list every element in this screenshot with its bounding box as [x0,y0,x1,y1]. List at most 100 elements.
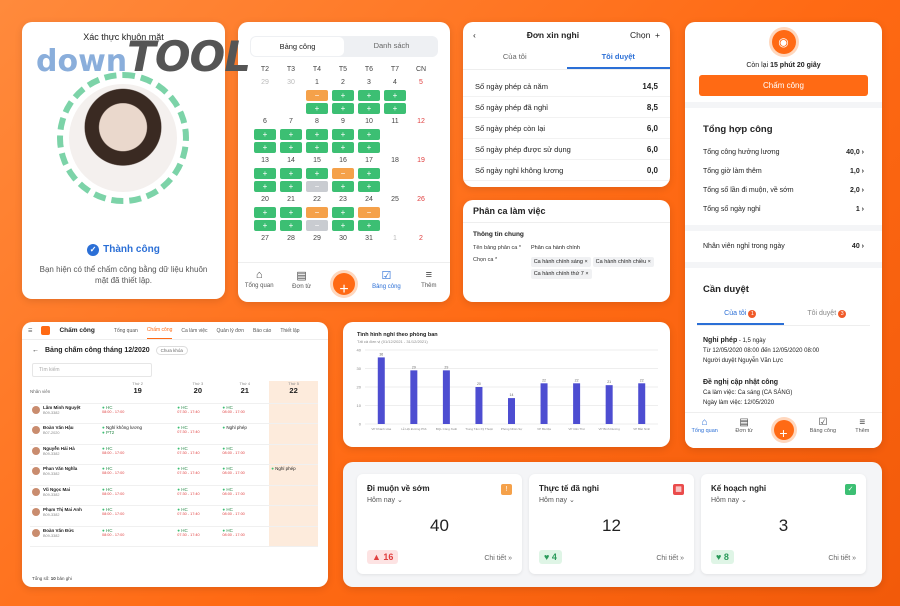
attendance-cell[interactable]: + [358,168,380,179]
menu-item[interactable]: Báo cáo [252,327,272,334]
leave-row[interactable]: Số ngày phép đã nghỉ 8,5 [463,97,670,118]
detail-link[interactable]: Chi tiết » [828,555,856,562]
name-value[interactable]: Phân ca hành chính [531,245,580,251]
kpi-filter[interactable]: Hôm nay ⌄ [539,497,575,504]
bar[interactable] [475,387,483,424]
attendance-cell[interactable]: + [280,142,302,153]
day-number[interactable]: 29 [261,79,269,86]
bar[interactable] [377,357,385,424]
attendance-cell[interactable]: + [384,90,406,101]
attendance-cell[interactable]: + [254,220,276,231]
day-number[interactable]: 12 [417,118,425,125]
kpi-card[interactable]: Kế hoạch nghỉ Hôm nay ⌄ ✓ 3 ♥ 8 Chi tiết » [701,474,866,574]
day-number[interactable]: 5 [419,79,423,86]
shift-select[interactable]: Chọn ca * Ca hành chính sáng × Ca hành ch… [463,254,670,282]
day-number[interactable]: 26 [417,196,425,203]
attendance-cell[interactable]: + [254,142,276,153]
bar[interactable] [573,383,581,424]
bar[interactable] [410,370,418,424]
day-number[interactable]: 9 [341,118,345,125]
shift-chip[interactable]: Ca hành chính chiều × [592,257,654,267]
attendance-cell[interactable]: + [280,207,302,218]
day-number[interactable]: 2 [341,79,345,86]
menu-item[interactable]: Thiết lập [280,327,300,334]
nav-timesheet[interactable]: ☑ Bảng công [803,413,842,448]
approval-item[interactable]: Nghỉ phép - 1,5 ngày Từ 12/05/2020 08:00 … [703,337,820,364]
leave-row[interactable]: Số ngày phép cả năm 14,5 [463,76,670,97]
attendance-cell[interactable]: + [384,103,406,114]
day-number[interactable]: 25 [391,196,399,203]
nav-timesheet[interactable]: ☑ Bảng công [365,263,407,302]
tab-approve[interactable]: Tôi duyệt [566,48,670,69]
search-input[interactable]: Tìm kiếm [32,363,152,377]
attendance-cell[interactable]: + [254,181,276,192]
day-number[interactable]: 15 [313,157,321,164]
nav-more[interactable]: ≡ Thêm [408,263,450,302]
attendance-cell[interactable]: + [254,168,276,179]
kpi-filter[interactable]: Hôm nay ⌄ [711,497,747,504]
day-number[interactable]: 23 [339,196,347,203]
attendance-cell[interactable]: + [358,103,380,114]
detail-link[interactable]: Chi tiết » [656,555,684,562]
attendance-cell[interactable]: − [306,90,328,101]
attendance-cell[interactable]: + [358,90,380,101]
day-number[interactable]: 4 [393,79,397,86]
kpi-card[interactable]: Đi muộn về sớm Hôm nay ⌄! 40 ▲ 16 Chi tiết » [357,474,522,574]
back-icon[interactable]: ‹ [473,30,476,40]
nav-add[interactable]: + [764,413,803,448]
kpi-filter[interactable]: Hôm nay ⌄ [367,497,403,504]
day-number[interactable]: 17 [365,157,373,164]
attendance-cell[interactable]: + [332,142,354,153]
day-number[interactable]: 14 [287,157,295,164]
attendance-cell[interactable]: − [306,207,328,218]
shift-chip[interactable]: Ca hành chính thứ 7 × [530,269,592,279]
day-number[interactable]: 2 [419,235,423,242]
day-number[interactable]: 27 [261,235,269,242]
attendance-cell[interactable]: + [332,103,354,114]
nav-overview[interactable]: ⌂ Tổng quan [685,413,724,448]
day-number[interactable]: 30 [287,79,295,86]
bar[interactable] [540,383,548,424]
attendance-cell[interactable]: + [332,220,354,231]
attendance-cell[interactable]: + [280,168,302,179]
tab-mine-approve[interactable]: Của tôi 1 [697,307,784,325]
attendance-cell[interactable]: + [280,220,302,231]
leave-action[interactable]: Chọn + [629,30,660,40]
day-number[interactable]: 13 [261,157,269,164]
day-number[interactable]: 11 [391,118,399,125]
approval-item[interactable]: Đề nghị cập nhật công Ca làm việc: Ca sán… [703,379,793,406]
menu-item[interactable]: Quản lý đơn [216,327,244,334]
checkin-button[interactable]: Chấm công [699,75,868,96]
attendance-cell[interactable]: + [358,142,380,153]
day-number[interactable]: 18 [391,157,399,164]
bar[interactable] [638,383,646,424]
attendance-cell[interactable]: − [306,181,328,192]
add-button[interactable]: + [773,420,794,441]
attendance-cell[interactable]: − [358,207,380,218]
back-icon[interactable]: ← [32,347,39,354]
nav-requests[interactable]: ▤ Đơn từ [724,413,763,448]
attendance-cell[interactable]: + [332,129,354,140]
summary-row[interactable]: Tổng công hưởng lương 40,0 › [685,143,882,162]
day-number[interactable]: 31 [365,235,373,242]
attendance-cell[interactable]: + [306,168,328,179]
attendance-cell[interactable]: + [306,142,328,153]
day-number[interactable]: 22 [313,196,321,203]
off-today-row[interactable]: Nhân viên nghỉ trong ngày 40 › [703,243,864,250]
day-number[interactable]: 6 [263,118,267,125]
tab-mine[interactable]: Của tôi [502,52,527,61]
nav-requests[interactable]: ▤ Đơn từ [280,263,322,302]
attendance-cell[interactable]: + [358,181,380,192]
nav-add[interactable]: + [323,263,365,302]
menu-item[interactable]: Tổng quan [113,327,138,334]
day-number[interactable]: 29 [313,235,321,242]
day-number[interactable]: 24 [365,196,373,203]
shift-chip[interactable]: Ca hành chính sáng × [530,257,591,267]
